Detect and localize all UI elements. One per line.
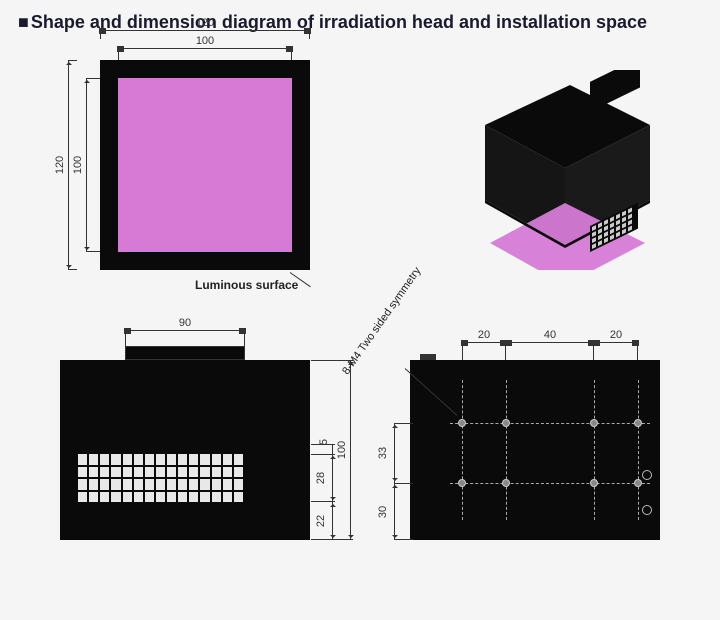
front-view: 120 100 120 100 Luminous surface [100,60,310,270]
dim-vent-bottom: 22 [315,515,327,527]
vent-grid [78,454,243,502]
dim-back-row-bottom: 30 [377,505,389,517]
luminous-surface [118,78,292,252]
mount-hole [590,419,598,427]
back-box [410,360,660,540]
mount-hole [634,479,642,487]
dim-back-col3: 20 [610,329,622,341]
dim-outer-h: 120 [54,156,66,174]
iso-svg [440,70,670,270]
dim-back-row-spacing: 33 [377,447,389,459]
dim-side-top-w: 90 [179,317,191,329]
back-view: 20 40 20 30 33 [410,360,660,540]
mount-hole [458,419,466,427]
mount-hole [502,419,510,427]
dim-vent-h: 28 [315,472,327,484]
side-hole [642,470,652,480]
dim-back-col1: 20 [478,329,490,341]
front-box [100,60,310,270]
side-hole [642,505,652,515]
side-top-connector [125,346,245,360]
back-top-connector [420,354,436,360]
dim-outer-w: 120 [196,17,214,29]
side-box [60,360,310,540]
luminous-label: Luminous surface [195,278,298,292]
dim-side-total-h: 100 [336,441,348,459]
iso-vent [590,70,640,112]
mount-hole [502,479,510,487]
side-view: 90 100 22 28 5 [60,360,310,540]
dim-inner-w: 100 [196,35,214,47]
mount-hole [590,479,598,487]
dim-inner-h: 100 [72,156,84,174]
isometric-view [440,70,670,270]
mount-hole [634,419,642,427]
dim-back-col2: 40 [544,329,556,341]
mount-hole [458,479,466,487]
